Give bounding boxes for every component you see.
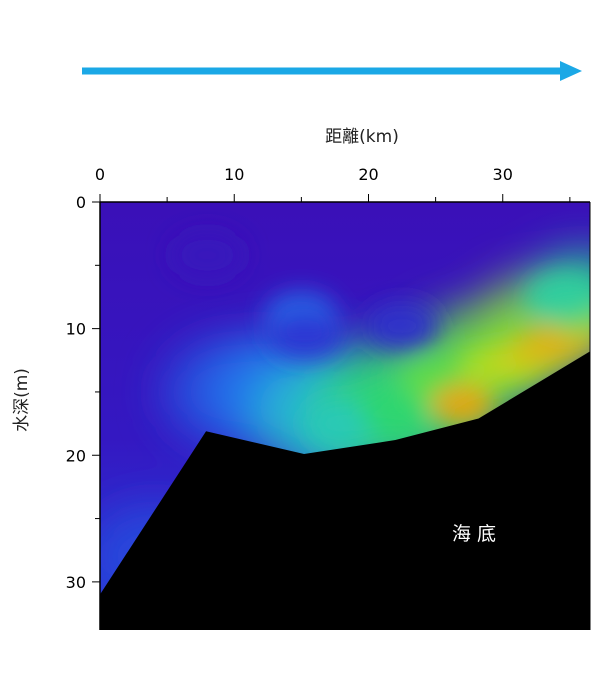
field-feature-13: [527, 272, 590, 321]
field-feature-0: [171, 231, 244, 280]
seabed-label: 海 底: [452, 523, 496, 545]
field-feature-2: [269, 310, 342, 359]
y-tick-label: 30: [66, 573, 86, 592]
x-axis-title: 距離(km): [325, 127, 399, 147]
y-tick-label: 0: [76, 193, 86, 212]
direction-arrow: [82, 61, 582, 81]
x-tick-label: 30: [493, 165, 513, 184]
x-tick-label: 10: [224, 165, 244, 184]
axes: 0 10 20 30 0 10 20 30: [66, 165, 591, 630]
y-tick-label: 20: [66, 446, 86, 465]
seabed-area: [100, 351, 590, 630]
y-axis-title: 水深(m): [12, 368, 32, 432]
y-tick-label: 10: [66, 320, 86, 339]
field-feature-3: [366, 302, 439, 351]
x-tick-label: 0: [95, 165, 105, 184]
x-tick-label: 20: [358, 165, 378, 184]
heatmap-field: [100, 202, 590, 630]
field-feature-7: [431, 383, 494, 426]
